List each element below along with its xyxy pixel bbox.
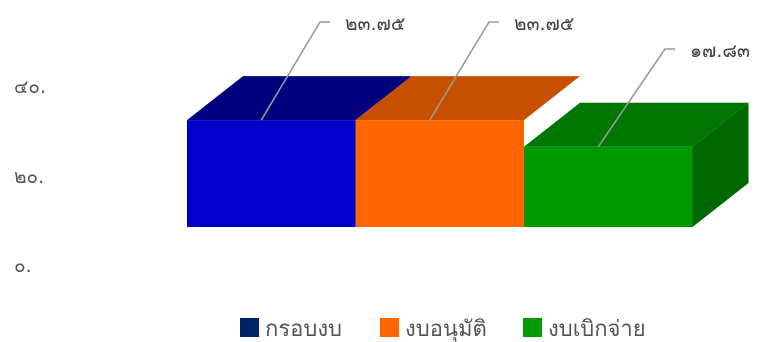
bars bbox=[187, 76, 749, 227]
bar-0-front-face bbox=[187, 120, 356, 227]
legend-label-2: งบเบิกจ่าย bbox=[548, 317, 646, 342]
data-label-leader-0 bbox=[260, 21, 330, 121]
legend-swatch-0 bbox=[240, 318, 259, 337]
y-tick-label-0: ๐. bbox=[14, 255, 32, 277]
bar-1-top-face bbox=[355, 76, 580, 121]
bar-0-top-face bbox=[187, 76, 412, 121]
data-label-leader-1 bbox=[429, 21, 499, 121]
legend: กรอบงบ งบอนุมัติ งบเบิกจ่าย bbox=[240, 317, 646, 342]
data-label-0: ๒๓.๗๕ bbox=[345, 13, 405, 35]
legend-label-0: กรอบงบ bbox=[265, 317, 342, 342]
bar-2-top-face bbox=[524, 102, 749, 147]
bar-2-side-face bbox=[692, 102, 749, 227]
data-label-2: ๑๗.๘๓ bbox=[690, 40, 750, 62]
y-axis-ticks: ๐. ๒๐. ๔๐. bbox=[14, 76, 46, 277]
bar-1-front-face bbox=[355, 120, 524, 227]
legend-label-1: งบอนุมัติ bbox=[405, 317, 487, 342]
y-tick-label-2: ๔๐. bbox=[14, 76, 46, 98]
bar-2 bbox=[524, 102, 749, 227]
legend-item-0: กรอบงบ bbox=[240, 317, 342, 342]
bar-0 bbox=[187, 76, 412, 227]
legend-swatch-1 bbox=[380, 318, 399, 337]
legend-swatch-2 bbox=[523, 318, 542, 337]
legend-item-2: งบเบิกจ่าย bbox=[523, 317, 646, 342]
legend-item-1: งบอนุมัติ bbox=[380, 317, 487, 342]
bar-2-front-face bbox=[524, 146, 693, 227]
y-tick-label-1: ๒๐. bbox=[14, 166, 44, 188]
data-label-1: ๒๓.๗๕ bbox=[514, 13, 574, 35]
bar-1 bbox=[355, 76, 580, 227]
data-label-leader-2 bbox=[597, 48, 675, 148]
